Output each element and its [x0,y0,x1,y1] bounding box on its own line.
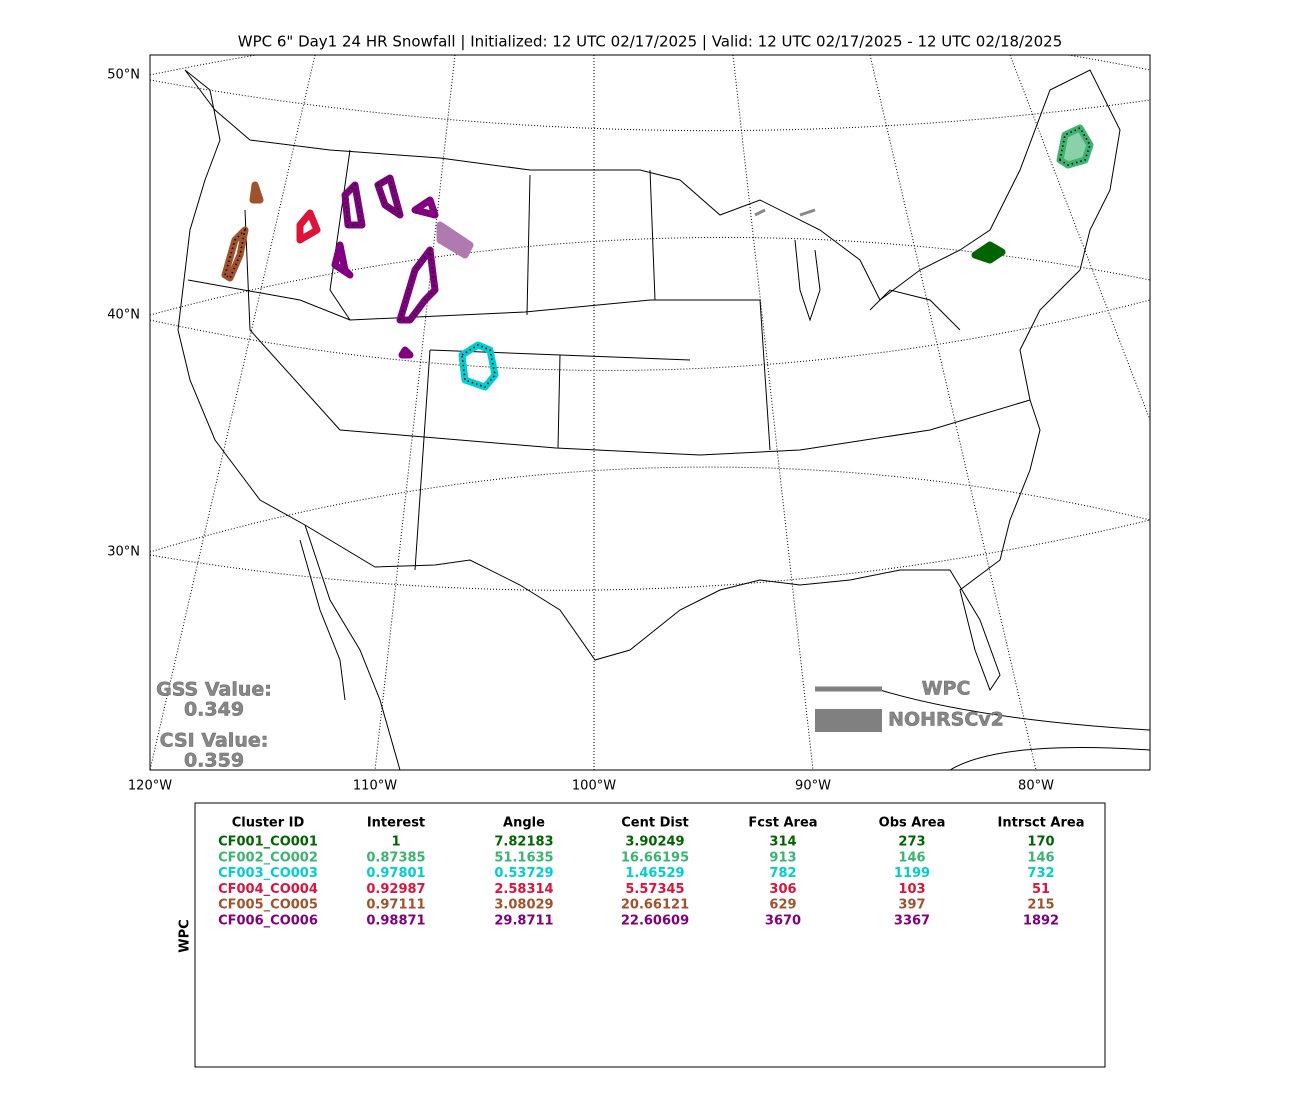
score-label: GSS Value: [156,679,272,701]
lon-label: 100°W [572,779,616,794]
table-cell: 3367 [894,914,930,929]
table-cell: 5.57345 [625,882,684,897]
table-cell: 103 [898,882,925,897]
table-cell: 0.98871 [366,914,425,929]
table-cell: 0.92987 [366,882,425,897]
column-header: Interest [367,816,425,831]
table-cell: 397 [898,898,925,913]
table-cell: 16.66195 [621,850,689,865]
lat-label: 30°N [107,545,140,560]
lon-label: 120°W [128,779,172,794]
score-label: CSI Value: [160,730,269,752]
table-cell: 1.46529 [625,866,684,881]
table-cell: 0.97111 [366,898,425,913]
table-cell: 913 [769,850,796,865]
column-header: Angle [503,816,545,831]
table-cell: 0.53729 [494,866,553,881]
table-cell: 146 [898,850,925,865]
table-cell: 29.8711 [494,914,553,929]
table-cell: 51.1635 [494,850,553,865]
lon-label: 90°W [795,779,831,794]
table-cell: 215 [1027,898,1054,913]
table: Cluster ID Interest Angle Cent Dist Fcst Are… [218,816,1084,929]
map-frame [149,54,1151,771]
column-header: Fcst Area [748,816,817,831]
table-cell: 22.60609 [621,914,689,929]
score-value: 0.349 [184,699,244,721]
lat-label: 40°N [107,308,140,323]
map-title: WPC 6" Day1 24 HR Snowfall | Initialized… [238,33,1063,51]
score-value: 0.359 [184,750,244,772]
cluster-dots [224,126,1091,388]
lon-label: 110°W [353,779,397,794]
legend-patch [815,709,882,732]
legend: WPC NOHRSCv2 [815,677,1004,732]
table-cell: CF006_CO006 [218,914,318,929]
table-cell: 1199 [894,866,930,881]
table-cell: 1892 [1023,914,1059,929]
table-cell: 306 [769,882,796,897]
table-cell: CF003_CO003 [218,866,318,881]
scores: GSS Value:0.349 CSI Value:0.359 [156,678,272,772]
table-cell: 273 [898,835,925,850]
table-cell: 629 [769,898,796,913]
table-side-label: WPC [178,919,193,952]
lat-labels: 50°N 40°N 30°N [107,68,140,560]
table-cell: 2.58314 [494,882,553,897]
lon-label: 80°W [1018,779,1054,794]
table-cell: 782 [769,866,796,881]
legend-label: WPC [922,678,971,700]
table-cell: CF004_CO004 [218,882,318,897]
table-cell: 0.97801 [366,866,425,881]
table-cell: CF002_CO002 [218,850,318,865]
table-cell: 1 [391,835,400,850]
table-cell: 0.87385 [366,850,425,865]
table-cell: 51 [1032,882,1050,897]
map [149,54,1151,771]
table-cell: 3670 [765,914,801,929]
column-header: Cluster ID [232,816,305,831]
table-cell: 146 [1027,850,1054,865]
table-cell: CF005_CO005 [218,898,318,913]
table-cell: 20.66121 [621,898,689,913]
column-header: Intrsct Area [998,816,1085,831]
legend-label: NOHRSCv2 [888,709,1004,731]
column-header: Obs Area [879,816,946,831]
lon-labels: 120°W 110°W 100°W 90°W 80°W [128,779,1054,794]
table-cell: CF001_CO001 [218,835,318,850]
column-header: Cent Dist [621,816,689,831]
table-cell: 732 [1027,866,1054,881]
lat-label: 50°N [107,68,140,83]
table-cell: 3.90249 [625,835,684,850]
table-cell: 3.08029 [494,898,553,913]
table-frame [194,802,1106,1068]
table-cell: 314 [769,835,796,850]
table-cell: 170 [1027,835,1054,850]
table-cell: 7.82183 [494,835,553,850]
